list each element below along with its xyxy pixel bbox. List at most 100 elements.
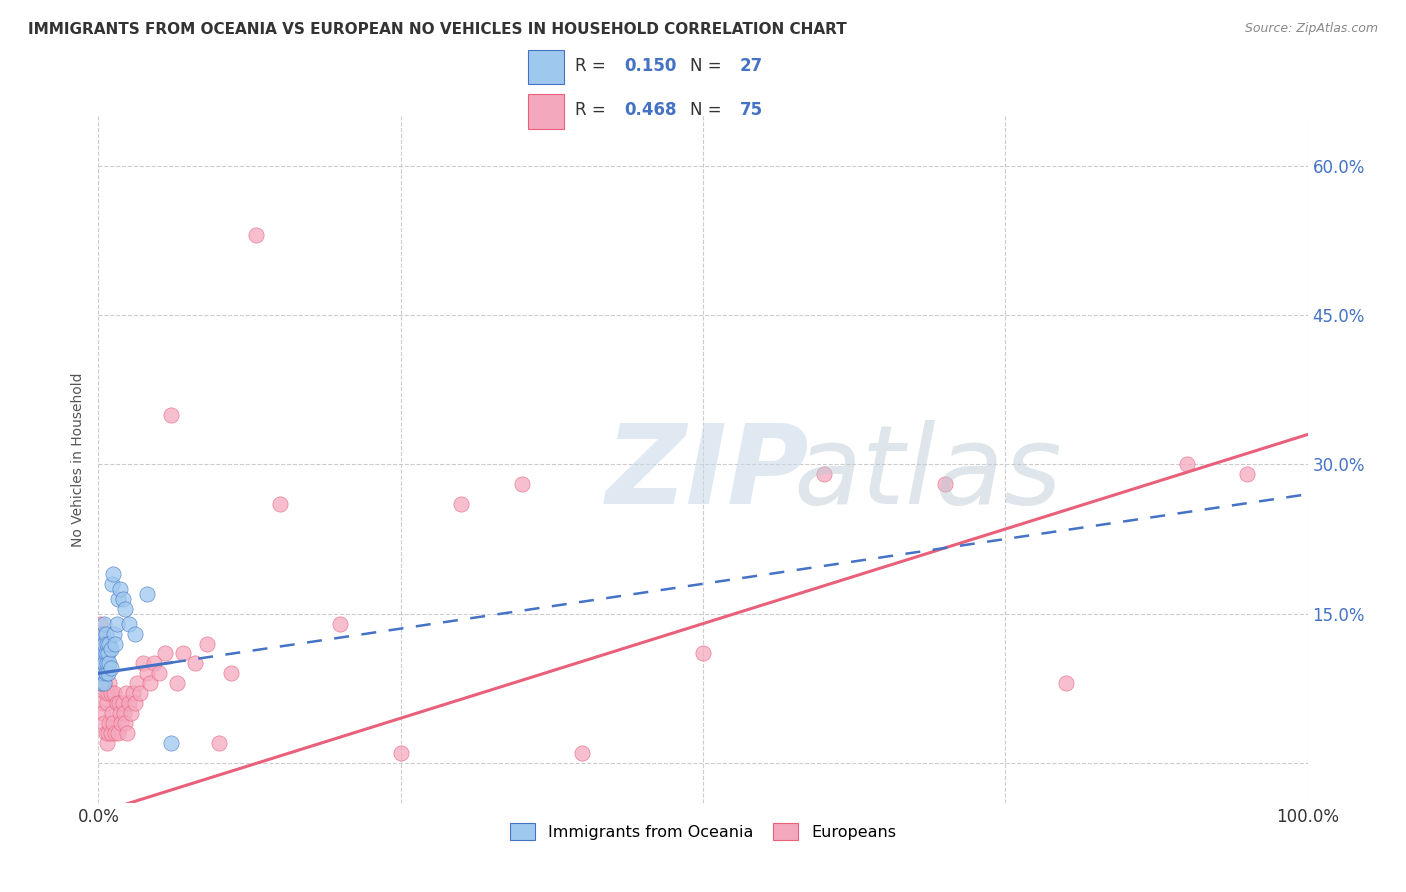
- Point: [108, 696, 131, 710]
- Point: [105, 616, 128, 631]
- Point: [571, 746, 593, 760]
- Point: [329, 616, 352, 631]
- Text: N =: N =: [690, 57, 727, 76]
- Point: [143, 657, 166, 671]
- Point: [97, 726, 120, 740]
- Point: [184, 657, 207, 671]
- Point: [97, 647, 120, 661]
- Point: [245, 228, 267, 243]
- Point: [101, 716, 124, 731]
- Point: [221, 666, 243, 681]
- Point: [100, 641, 122, 656]
- Point: [91, 657, 114, 671]
- Point: [166, 676, 188, 690]
- Text: 0.468: 0.468: [624, 101, 676, 119]
- Point: [135, 587, 157, 601]
- Point: [104, 636, 127, 650]
- Point: [100, 661, 122, 675]
- Point: [96, 736, 118, 750]
- Point: [90, 676, 112, 690]
- Text: IMMIGRANTS FROM OCEANIA VS EUROPEAN NO VEHICLES IN HOUSEHOLD CORRELATION CHART: IMMIGRANTS FROM OCEANIA VS EUROPEAN NO V…: [28, 22, 846, 37]
- Point: [450, 497, 472, 511]
- Point: [1175, 458, 1198, 472]
- Point: [269, 497, 291, 511]
- Point: [195, 636, 218, 650]
- Point: [389, 746, 412, 760]
- Point: [104, 726, 127, 740]
- Point: [97, 686, 120, 700]
- Point: [111, 591, 134, 606]
- Point: [103, 626, 125, 640]
- Point: [124, 626, 146, 640]
- Point: [160, 736, 183, 750]
- Point: [100, 686, 122, 700]
- Point: [101, 566, 124, 581]
- Point: [98, 676, 121, 690]
- Text: N =: N =: [690, 101, 727, 119]
- Point: [96, 696, 118, 710]
- Point: [118, 616, 141, 631]
- Point: [91, 647, 114, 661]
- Text: R =: R =: [575, 101, 612, 119]
- Point: [90, 676, 112, 690]
- Point: [94, 626, 117, 640]
- Point: [107, 726, 129, 740]
- Point: [114, 601, 136, 615]
- Point: [91, 666, 114, 681]
- Point: [118, 696, 141, 710]
- Point: [160, 408, 183, 422]
- Point: [120, 706, 142, 721]
- Text: atlas: atlas: [793, 419, 1063, 526]
- Point: [100, 706, 122, 721]
- Point: [208, 736, 231, 750]
- Point: [153, 647, 176, 661]
- Point: [122, 686, 145, 700]
- Point: [93, 676, 115, 690]
- Point: [692, 647, 714, 661]
- Point: [108, 582, 131, 596]
- Point: [103, 686, 125, 700]
- Point: [1236, 467, 1258, 482]
- Point: [108, 706, 131, 721]
- Point: [90, 647, 112, 661]
- Point: [91, 666, 114, 681]
- Point: [93, 676, 115, 690]
- Point: [96, 636, 118, 650]
- Point: [94, 666, 117, 681]
- Point: [93, 657, 115, 671]
- Point: [135, 666, 157, 681]
- FancyBboxPatch shape: [529, 50, 564, 85]
- Point: [110, 716, 132, 731]
- Point: [111, 696, 134, 710]
- Point: [91, 626, 114, 640]
- Text: ZIP: ZIP: [606, 419, 810, 526]
- Point: [128, 686, 150, 700]
- Point: [132, 657, 155, 671]
- Point: [93, 616, 115, 631]
- Point: [148, 666, 170, 681]
- Point: [139, 676, 162, 690]
- Point: [127, 676, 149, 690]
- Point: [93, 636, 115, 650]
- Point: [91, 666, 114, 681]
- Point: [91, 696, 114, 710]
- Text: R =: R =: [575, 57, 612, 76]
- Point: [90, 626, 112, 640]
- Point: [115, 686, 138, 700]
- Point: [89, 616, 111, 631]
- Point: [94, 726, 117, 740]
- Point: [97, 666, 120, 681]
- Point: [98, 636, 121, 650]
- Text: 27: 27: [740, 57, 763, 76]
- Text: 75: 75: [740, 101, 762, 119]
- Point: [172, 647, 194, 661]
- Point: [1054, 676, 1077, 690]
- Point: [93, 716, 115, 731]
- Point: [813, 467, 835, 482]
- Point: [105, 696, 128, 710]
- Point: [91, 706, 114, 721]
- Point: [94, 647, 117, 661]
- Point: [117, 726, 139, 740]
- Point: [510, 477, 533, 491]
- Point: [94, 686, 117, 700]
